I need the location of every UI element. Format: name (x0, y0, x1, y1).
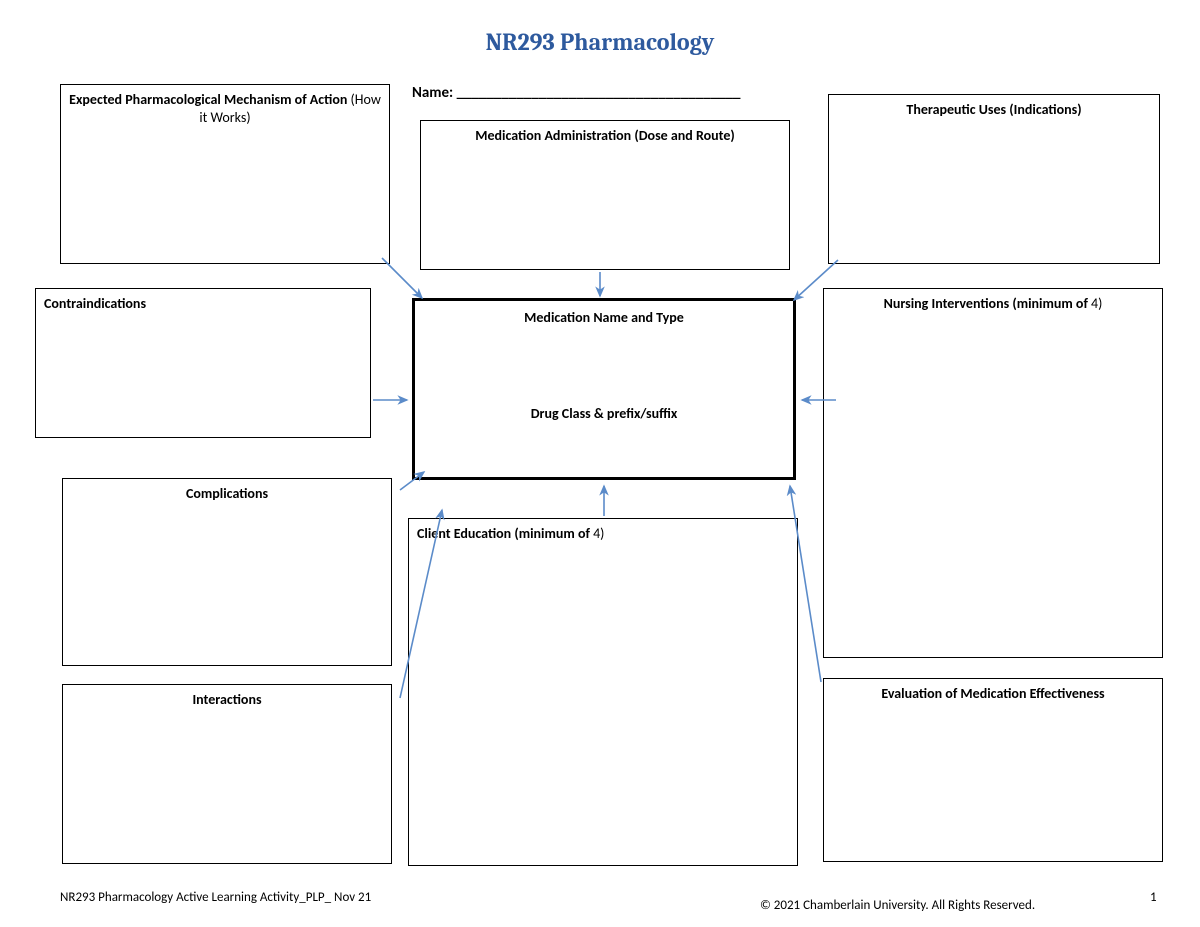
box-center-medication: Medication Name and Type Drug Class & pr… (412, 298, 796, 480)
box-nursing-title-bold: Nursing Interventions (minimum of (884, 295, 1088, 312)
box-complications-title: Complications (71, 485, 383, 503)
page-title: NR293 Pharmacology (0, 28, 1200, 56)
box-contraindications: Contraindications (35, 288, 371, 438)
box-client-education: Client Education (minimum of 4) (408, 518, 798, 866)
box-therapeutic-title: Therapeutic Uses (Indications) (837, 101, 1151, 119)
center-line2: Drug Class & prefix/suffix (423, 405, 785, 423)
page: NR293 Pharmacology Name: _______________… (0, 0, 1200, 927)
footer-left: NR293 Pharmacology Active Learning Activ… (60, 890, 371, 905)
box-nursing-title-normal: 4) (1088, 295, 1103, 312)
footer-page-number: 1 (1150, 890, 1157, 905)
box-interactions-title: Interactions (71, 691, 383, 709)
footer-center: © 2021 Chamberlain University. All Right… (760, 898, 1035, 913)
box-therapeutic: Therapeutic Uses (Indications) (828, 94, 1160, 264)
box-complications: Complications (62, 478, 392, 666)
box-mechanism: Expected Pharmacological Mechanism of Ac… (60, 84, 390, 264)
box-med-admin: Medication Administration (Dose and Rout… (420, 120, 790, 270)
box-evaluation-title: Evaluation of Medication Effectiveness (832, 685, 1154, 703)
box-client-education-title-normal: 4) (590, 525, 605, 542)
center-spacer (423, 327, 785, 405)
box-evaluation: Evaluation of Medication Effectiveness (823, 678, 1163, 862)
name-field-label: Name: __________________________________… (412, 84, 740, 102)
box-interactions: Interactions (62, 684, 392, 864)
box-client-education-title: Client Education (minimum of 4) (417, 525, 789, 543)
box-contraindications-title: Contraindications (44, 295, 362, 313)
box-client-education-title-bold: Client Education (minimum of (417, 525, 590, 542)
box-med-admin-title: Medication Administration (Dose and Rout… (429, 127, 781, 145)
box-nursing-title: Nursing Interventions (minimum of 4) (832, 295, 1154, 313)
center-line1: Medication Name and Type (423, 309, 785, 327)
box-mechanism-title-bold: Expected Pharmacological Mechanism of Ac… (69, 91, 347, 108)
box-nursing: Nursing Interventions (minimum of 4) (823, 288, 1163, 658)
box-mechanism-title: Expected Pharmacological Mechanism of Ac… (69, 91, 381, 126)
